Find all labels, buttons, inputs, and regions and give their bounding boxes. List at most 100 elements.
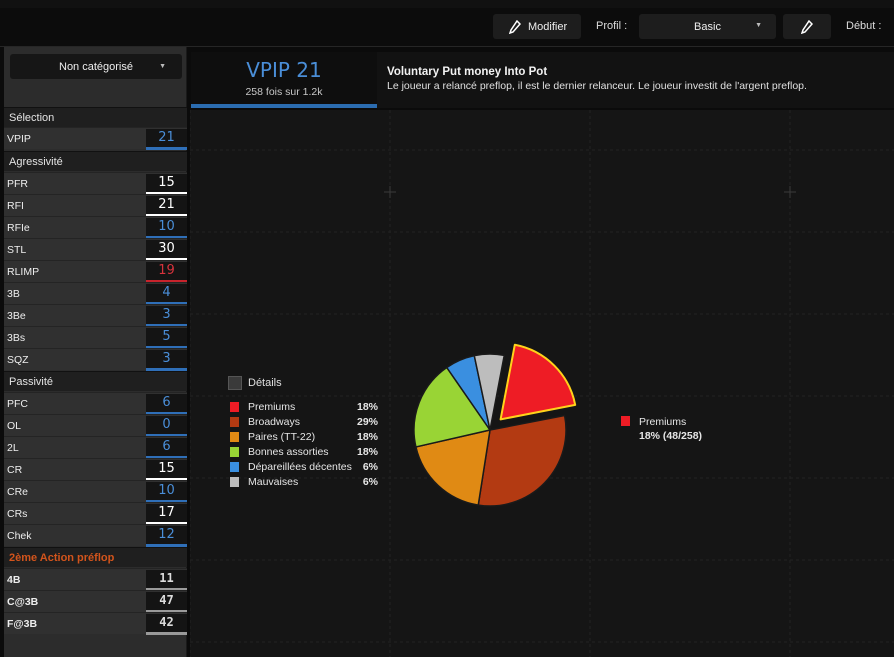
top-toolbar: Modifier Profil : Basic ▼ Début : [0,0,894,47]
stat-label: 3Bs [7,332,26,344]
stat-row-cre[interactable]: CRe 10 [4,480,187,503]
modifier-button[interactable]: Modifier [493,14,581,39]
stat-label: CR [7,464,23,476]
stat-row-c-at-3b[interactable]: C@3B 47 [4,590,187,613]
stat-label: RFI [7,200,24,212]
stat-value: 30 [146,240,187,258]
stat-row-2l[interactable]: 2L 6 [4,436,187,459]
pie-slice-broadways [477,414,567,507]
stat-row-pfc[interactable]: PFC 6 [4,392,187,415]
stat-row-rfie[interactable]: RFIe 10 [4,216,187,239]
selected-stat-box: VPIP 21 258 fois sur 1.2k [191,52,377,108]
callout-swatch [621,416,630,426]
stat-row-ol[interactable]: OL 0 [4,414,187,437]
legend-item[interactable]: Premiums 18% [230,400,380,415]
stats-sidebar: Non catégorisé ▼ Sélection VPIP 21 Agressiv… [4,47,187,657]
legend-percent: 6% [362,461,378,473]
category-value: Non catégorisé [59,60,133,73]
stat-row-sqz[interactable]: SQZ 3 [4,348,187,371]
stat-label: VPIP [7,133,31,145]
stat-underline [146,478,187,481]
stat-row-3b[interactable]: 3B 4 [4,282,187,305]
legend-percent: 18% [356,431,378,443]
stat-row-stl[interactable]: STL 30 [4,238,187,261]
stat-count: 258 fois sur 1.2k [245,86,323,98]
stat-row-4b[interactable]: 4B 11 [4,568,187,591]
checkbox-icon [228,376,242,390]
stat-label: 2L [7,442,19,454]
legend-percent: 6% [362,476,378,488]
legend-label: Bonnes assorties [248,446,329,458]
edit-profil-button[interactable] [783,14,831,39]
callout-name: Premiums [639,416,687,428]
section-header-selection: Sélection [4,107,187,127]
modifier-label: Modifier [528,20,568,33]
stat-underline [146,522,187,525]
stat-value: 12 [146,526,187,544]
stat-value: 10 [146,218,187,236]
stat-row-rlimp[interactable]: RLIMP 19 [4,260,187,283]
details-toggle[interactable]: Détails [228,376,282,390]
legend-percent: 18% [356,446,378,458]
legend-percent: 29% [356,416,378,428]
pie-slice-premiums [499,343,577,421]
legend-label: Premiums [248,401,296,413]
stat-row-chek[interactable]: Chek 12 [4,524,187,547]
stat-label: F@3B [7,618,38,630]
pie-slice-paires-tt-22- [415,429,491,506]
stat-row-f-at-3b[interactable]: F@3B 42 [4,612,187,635]
stat-description: Le joueur a relancé preflop, il est le d… [387,80,807,92]
profil-label: Profil : [596,20,628,32]
stat-underline [146,346,187,349]
stat-label: SQZ [7,354,29,366]
stat-value: 11 [146,570,187,588]
stat-underline [146,500,187,503]
stat-underline [146,236,187,239]
stat-underline [146,302,187,305]
profil-select[interactable]: Basic ▼ [639,14,776,39]
stat-row-3be[interactable]: 3Be 3 [4,304,187,327]
legend-swatch [230,477,239,487]
stat-label: C@3B [7,596,39,608]
stat-row-3bs[interactable]: 3Bs 5 [4,326,187,349]
stat-underline [146,412,187,415]
stat-underline [146,544,187,547]
stat-underline [146,456,187,459]
stat-label: CRs [7,508,28,520]
stat-underline [146,434,187,437]
stat-value: 3 [146,306,187,324]
stat-label: Chek [7,530,32,542]
legend-item[interactable]: Mauvaises 6% [230,475,380,490]
stat-underline [146,280,187,283]
section-header-agressivite: Agressivité [4,151,187,171]
legend-swatch [230,402,239,412]
legend-item[interactable]: Paires (TT-22) 18% [230,430,380,445]
stat-underline [146,192,187,195]
stat-underline [146,147,187,150]
stat-value: 21 [146,129,187,147]
legend-item[interactable]: Broadways 29% [230,415,380,430]
stat-label: PFC [7,398,28,410]
stat-row-cr[interactable]: CR 15 [4,458,187,481]
category-select[interactable]: Non catégorisé ▼ [10,54,182,79]
pie-chart [190,110,894,657]
legend-swatch [230,447,239,457]
stat-label: PFR [7,178,28,190]
stat-value: 4 [146,284,187,302]
stat-description-panel: Voluntary Put money Into Pot Le joueur a… [377,52,894,108]
legend-item[interactable]: Dépareillées décentes 6% [230,460,380,475]
stat-label: CRe [7,486,29,498]
stat-row-pfr[interactable]: PFR 15 [4,172,187,195]
stat-row-rfi[interactable]: RFI 21 [4,194,187,217]
stat-label: RFIe [7,222,30,234]
legend-label: Mauvaises [248,476,299,488]
stat-value: 5 [146,328,187,346]
legend-item[interactable]: Bonnes assorties 18% [230,445,380,460]
section-header-second-action: 2ème Action préflop [4,547,187,567]
stat-row-vpip[interactable]: VPIP 21 [4,127,187,150]
legend-swatch [230,417,239,427]
chevron-down-icon: ▼ [755,22,762,29]
stat-row-crs[interactable]: CRs 17 [4,502,187,525]
details-label: Détails [248,377,282,389]
legend-swatch [230,432,239,442]
